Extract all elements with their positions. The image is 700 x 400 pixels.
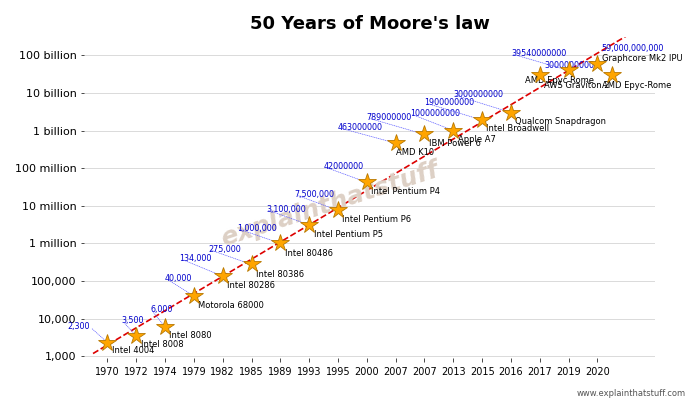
Text: Motorola 68000: Motorola 68000: [198, 301, 264, 310]
Text: 42000000: 42000000: [323, 162, 364, 171]
Text: Intel 80286: Intel 80286: [227, 281, 275, 290]
Text: AWS Graviton 2: AWS Graviton 2: [544, 81, 610, 90]
Text: AMD K10: AMD K10: [395, 148, 434, 157]
Text: 275,000: 275,000: [209, 245, 241, 254]
Text: 3000000000: 3000000000: [454, 90, 503, 99]
Text: Apple A7: Apple A7: [458, 135, 496, 144]
Text: 39540000000: 39540000000: [511, 49, 566, 58]
Text: 59,000,000,000: 59,000,000,000: [602, 44, 664, 53]
Text: IBM Power 6: IBM Power 6: [429, 139, 481, 148]
Text: Intel Pentium P4: Intel Pentium P4: [371, 187, 440, 196]
Text: www.explainthatstuff.com: www.explainthatstuff.com: [577, 389, 686, 398]
Text: Intel Broadwell: Intel Broadwell: [486, 124, 550, 134]
Text: 1,000,000: 1,000,000: [237, 224, 277, 233]
Text: 2,300: 2,300: [68, 322, 90, 332]
Text: 1000000000: 1000000000: [410, 109, 460, 118]
Text: 134,000: 134,000: [179, 254, 212, 263]
Title: 50 Years of Moore's law: 50 Years of Moore's law: [250, 15, 490, 33]
Text: Qualcom Snapdragon: Qualcom Snapdragon: [515, 117, 606, 126]
Text: Intel Pentium P6: Intel Pentium P6: [342, 216, 412, 224]
Text: 6,000: 6,000: [150, 304, 173, 314]
Text: Intel 4004: Intel 4004: [112, 346, 154, 355]
Text: Intel Pentium P5: Intel Pentium P5: [314, 230, 382, 239]
Text: AMD Epyc-Rome: AMD Epyc-Rome: [602, 81, 671, 90]
Text: explainthatstuff: explainthatstuff: [218, 158, 442, 251]
Text: Intel 8080: Intel 8080: [169, 331, 212, 340]
Text: Graphcore Mk2 IPU: Graphcore Mk2 IPU: [602, 54, 682, 64]
Text: 463000000: 463000000: [338, 123, 383, 132]
Text: 7,500,000: 7,500,000: [295, 190, 335, 199]
Text: Intel 80486: Intel 80486: [285, 249, 332, 258]
Text: AMD Epyc Rome: AMD Epyc Rome: [526, 76, 594, 84]
Text: Intel 8008: Intel 8008: [141, 340, 183, 350]
Text: 789000000: 789000000: [367, 113, 412, 122]
Text: 30000000000: 30000000000: [544, 60, 599, 70]
Text: 1900000000: 1900000000: [424, 98, 475, 107]
Text: Intel 80386: Intel 80386: [256, 270, 304, 279]
Text: 3,100,000: 3,100,000: [266, 205, 306, 214]
Text: 3,500: 3,500: [122, 316, 144, 325]
Text: 40,000: 40,000: [165, 274, 192, 282]
